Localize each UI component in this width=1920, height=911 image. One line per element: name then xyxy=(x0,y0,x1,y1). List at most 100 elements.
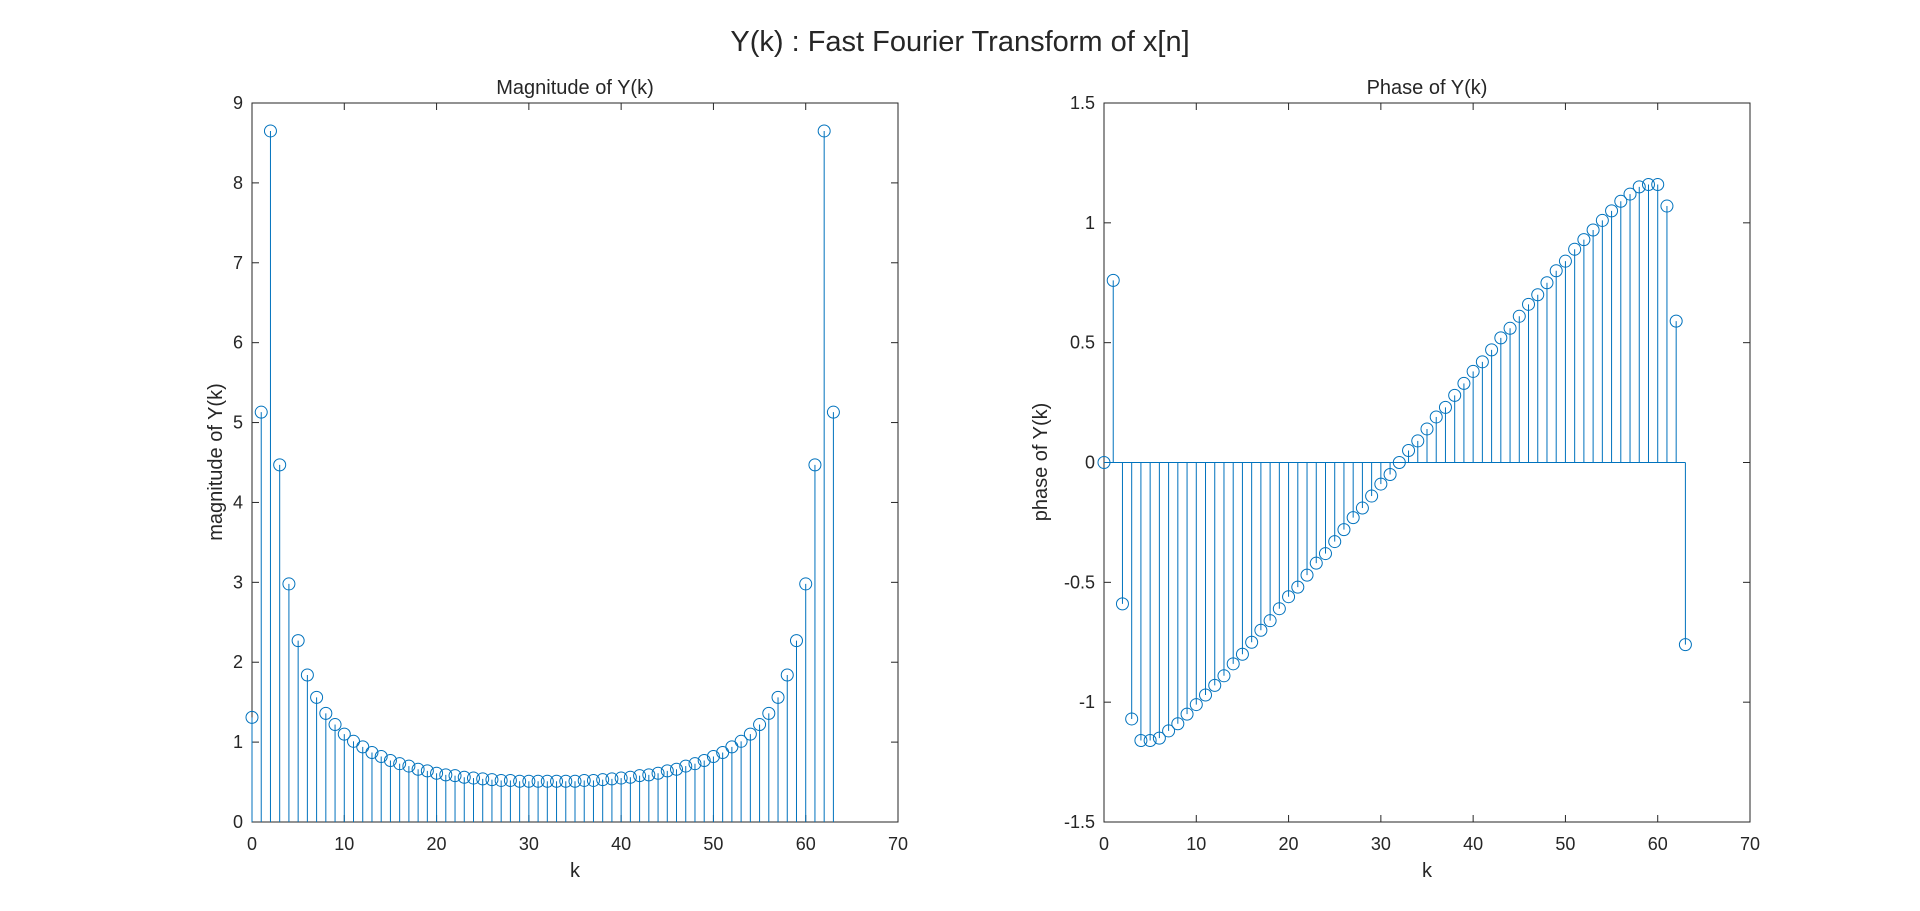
magnitude-stem-marker xyxy=(540,774,554,788)
magnitude-stem-marker xyxy=(448,769,462,783)
magnitude-stem-marker xyxy=(263,124,277,138)
magnitude-stem-marker xyxy=(734,734,748,748)
magnitude-y-tick-label: 5 xyxy=(233,413,243,433)
magnitude-y-tick-label: 7 xyxy=(233,253,243,273)
phase-stem-marker xyxy=(1254,623,1268,637)
magnitude-y-tick-label: 0 xyxy=(233,812,243,832)
magnitude-stem-marker xyxy=(780,668,794,682)
phase-stem-marker xyxy=(1097,456,1111,469)
phase-y-tick-label: -1.5 xyxy=(1064,812,1095,832)
magnitude-stem-marker xyxy=(559,774,573,788)
magnitude-x-tick-label: 20 xyxy=(427,834,447,854)
phase-stem-marker xyxy=(1300,568,1314,582)
phase-stem-marker xyxy=(1180,707,1194,721)
magnitude-stem-marker xyxy=(642,768,656,782)
phase-stem-marker xyxy=(1171,717,1185,731)
phase-stem-marker xyxy=(1383,467,1397,481)
phase-axes: Phase of Y(k) k phase of Y(k) 0 10 20 30 40 5… xyxy=(1030,77,1760,882)
magnitude-axes-box xyxy=(251,102,899,823)
magnitude-y-tick-label: 9 xyxy=(233,93,243,113)
magnitude-stem-marker xyxy=(826,405,840,419)
magnitude-stem-marker xyxy=(245,710,259,724)
magnitude-x-tick-label: 10 xyxy=(334,834,354,854)
phase-stem-marker xyxy=(1263,614,1277,628)
phase-y-label: phase of Y(k) xyxy=(1030,403,1052,522)
magnitude-axes-title: Magnitude of Y(k) xyxy=(496,77,654,99)
magnitude-stem-marker xyxy=(457,770,471,784)
phase-stem-marker xyxy=(1217,669,1231,683)
phase-stem-marker xyxy=(1577,233,1591,247)
phase-stem-marker xyxy=(1466,364,1480,378)
phase-stem-marker xyxy=(1208,678,1222,692)
phase-stem-marker xyxy=(1115,597,1129,611)
phase-stem-marker xyxy=(1134,734,1148,748)
phase-x-tick-label: 70 xyxy=(1740,834,1760,854)
phase-y-tick-label: 0.5 xyxy=(1070,333,1095,353)
magnitude-stem-marker xyxy=(550,774,564,788)
magnitude-stem-marker xyxy=(670,762,684,776)
phase-stem-marker xyxy=(1125,712,1139,726)
phase-stem-marker xyxy=(1438,400,1452,414)
phase-stem-marker xyxy=(1106,273,1120,287)
phase-stem-marker xyxy=(1226,657,1240,671)
magnitude-axes: Magnitude of Y(k) k magnitude of Y(k) 0 1… xyxy=(205,77,908,882)
phase-stem-marker xyxy=(1272,602,1286,616)
magnitude-stem-marker xyxy=(697,753,711,767)
phase-stem-marker xyxy=(1605,204,1619,218)
magnitude-x-label: k xyxy=(570,860,581,882)
magnitude-x-tick-label: 30 xyxy=(519,834,539,854)
phase-stem-marker xyxy=(1402,444,1416,458)
phase-y-tick-label: -1 xyxy=(1079,692,1095,712)
magnitude-stem-marker xyxy=(466,771,480,785)
phase-stem-marker xyxy=(1540,276,1554,290)
phase-stem-marker xyxy=(1429,410,1443,424)
phase-stem-marker xyxy=(1411,434,1425,448)
phase-stem-marker xyxy=(1392,456,1406,469)
magnitude-stem-marker xyxy=(706,749,720,763)
phase-stem-marker xyxy=(1235,647,1249,661)
magnitude-x-tick-label: 40 xyxy=(611,834,631,854)
phase-x-tick-label: 40 xyxy=(1463,834,1483,854)
phase-stem-marker xyxy=(1346,511,1360,525)
magnitude-stem-marker xyxy=(383,753,397,767)
magnitude-y-tick-label: 2 xyxy=(233,652,243,672)
phase-x-tick-label: 60 xyxy=(1648,834,1668,854)
phase-stem-marker xyxy=(1309,556,1323,570)
phase-x-tick-label: 10 xyxy=(1186,834,1206,854)
magnitude-stem-marker xyxy=(337,727,351,741)
magnitude-x-tick-label: 70 xyxy=(888,834,908,854)
magnitude-stem-marker xyxy=(799,577,813,591)
phase-stem-marker xyxy=(1291,580,1305,594)
phase-stem-marker xyxy=(1623,187,1637,201)
phase-stem-marker xyxy=(1669,314,1683,328)
magnitude-stem-marker xyxy=(679,759,693,773)
phase-stem-marker xyxy=(1485,343,1499,357)
phase-stem-marker xyxy=(1355,501,1369,515)
magnitude-stem-marker xyxy=(365,745,379,759)
magnitude-stem-marker xyxy=(393,757,407,771)
magnitude-stem-marker xyxy=(789,634,803,648)
magnitude-stem-marker xyxy=(753,718,767,732)
magnitude-stem-marker xyxy=(817,124,831,138)
magnitude-stem-marker xyxy=(513,774,527,788)
phase-stem-marker xyxy=(1162,724,1176,738)
magnitude-stem-marker xyxy=(282,577,296,591)
magnitude-y-label: magnitude of Y(k) xyxy=(205,383,227,541)
magnitude-stem-marker xyxy=(522,774,536,788)
magnitude-stem-marker xyxy=(651,766,665,780)
phase-stem-marker xyxy=(1494,331,1508,345)
phase-stem-marker xyxy=(1328,535,1342,549)
phase-x-tick-label: 50 xyxy=(1555,834,1575,854)
phase-stem-marker xyxy=(1448,388,1462,402)
phase-stem-marker xyxy=(1282,590,1296,604)
phase-stem-marker xyxy=(1678,638,1692,652)
magnitude-stem-marker xyxy=(439,768,453,782)
phase-stem-marker xyxy=(1457,376,1471,390)
magnitude-stem-marker xyxy=(808,458,822,472)
phase-stem-marker xyxy=(1595,213,1609,227)
phase-stem-marker xyxy=(1586,223,1600,237)
phase-axes-title: Phase of Y(k) xyxy=(1367,77,1488,99)
magnitude-stem-marker xyxy=(743,727,757,741)
phase-stem-marker xyxy=(1614,194,1628,208)
phase-stem-marker xyxy=(1143,734,1157,748)
